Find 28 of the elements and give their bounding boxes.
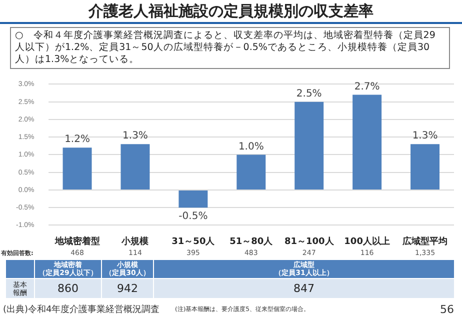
bar (294, 102, 324, 190)
x-tick-label: 31～50人 (172, 236, 216, 247)
text: 942 (116, 282, 139, 295)
x-tick-label: 小規模 (120, 236, 150, 247)
bar (120, 144, 150, 190)
bar (410, 144, 440, 190)
x-tick-label: 81～100人 (284, 236, 335, 247)
text: 56 (440, 303, 454, 316)
bar (178, 190, 208, 208)
x-tick-label: 地域密着型 (54, 236, 100, 247)
x-tick-label: 広域型平均 (402, 236, 448, 247)
bar (236, 154, 266, 190)
data-label: -0.5% (178, 211, 208, 222)
data-label: 2.5% (296, 88, 322, 100)
chart-title: 介護老人福祉施設の定員規模別の収支差率 (87, 2, 374, 21)
data-label: 1.3% (122, 130, 148, 142)
text: 847 (292, 282, 316, 295)
x-tick-label: 100人以上 (344, 236, 390, 247)
bar (62, 148, 92, 190)
data-label: 2.7% (354, 81, 380, 92)
data-label: 1.3% (412, 130, 438, 142)
data-label: 1.0% (238, 141, 264, 152)
text: ○ 令和４年度介護事業経営概況調査によると、収支差率の平均は、地域密着型特養（定員29人以下）が1.2%、定員31～50人の広域型特養が－0.5%であるところ、小規模特養（定員30人）は1.3%となっている。 (10, 27, 450, 69)
x-tick-label: 51～80人 (230, 236, 274, 247)
bar (352, 94, 382, 190)
text: (出典)令和4年度介護事業経営概況調査 (3, 304, 160, 316)
data-label: 1.2% (64, 134, 90, 146)
text: 860 (56, 282, 80, 295)
